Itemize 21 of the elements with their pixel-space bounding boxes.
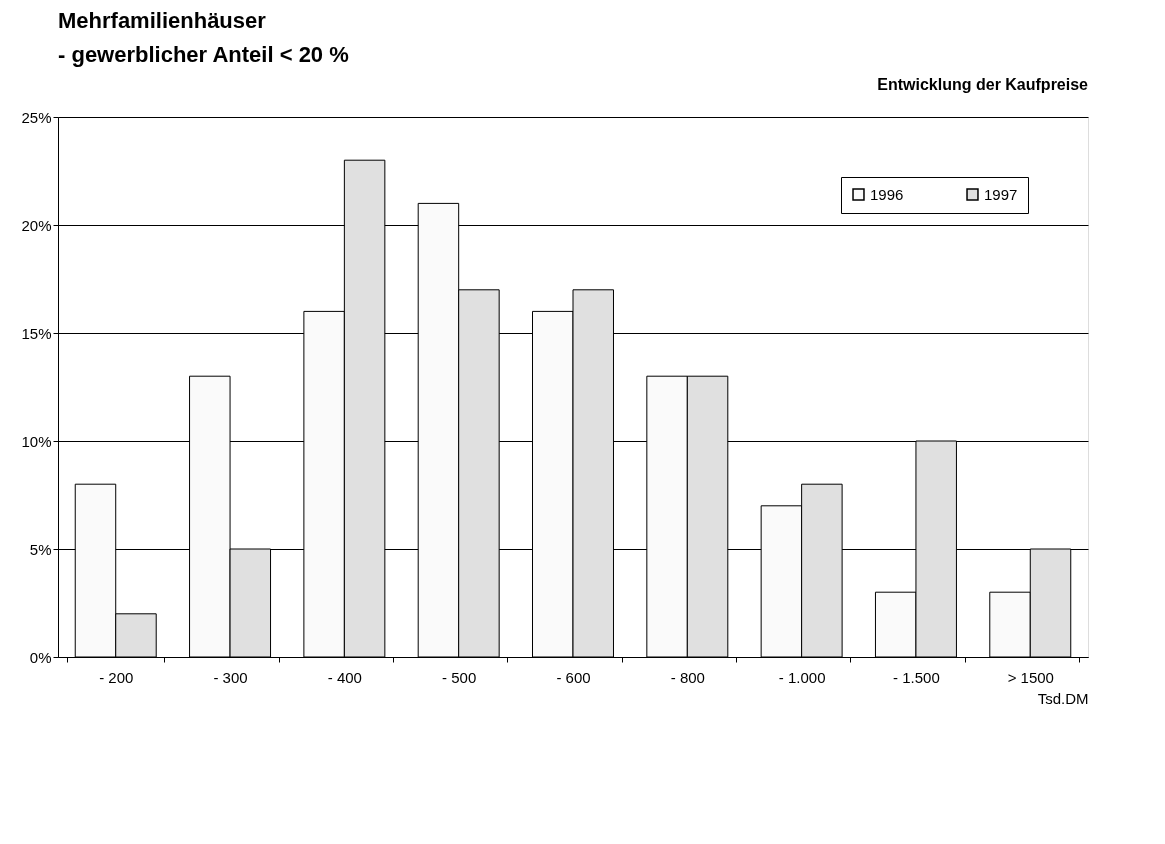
x-tick-label: - 600	[556, 668, 591, 686]
x-tick-label: - 400	[327, 668, 362, 686]
text: Entwicklung der Kaufpreise	[877, 76, 1089, 93]
legend-label: 1997	[984, 185, 1018, 203]
y-tick-label: 5%	[29, 540, 52, 558]
x-tick-label: - 1.000	[778, 668, 826, 686]
x-tick-label: - 1.500	[893, 668, 940, 686]
chart-subtitle: - gewerblicher Anteil < 20 %	[58, 42, 349, 67]
x-axis-title: Tsd.DM	[1037, 689, 1089, 707]
x-tick-label: - 200	[99, 668, 134, 686]
legend-label: 1996	[870, 185, 904, 203]
y-tick-label: 25%	[21, 108, 52, 126]
y-tick-label: 10%	[21, 432, 52, 450]
y-tick-label: 15%	[21, 324, 52, 342]
chart-title: Mehrfamilienhäuser	[58, 8, 267, 33]
x-tick-label: - 800	[670, 668, 705, 686]
y-tick-label: 0%	[29, 648, 52, 666]
x-tick-label: > 1500	[1007, 668, 1054, 686]
x-tick-label: - 300	[213, 668, 248, 686]
x-tick-label: - 500	[442, 668, 477, 686]
y-tick-label: 20%	[21, 216, 52, 234]
